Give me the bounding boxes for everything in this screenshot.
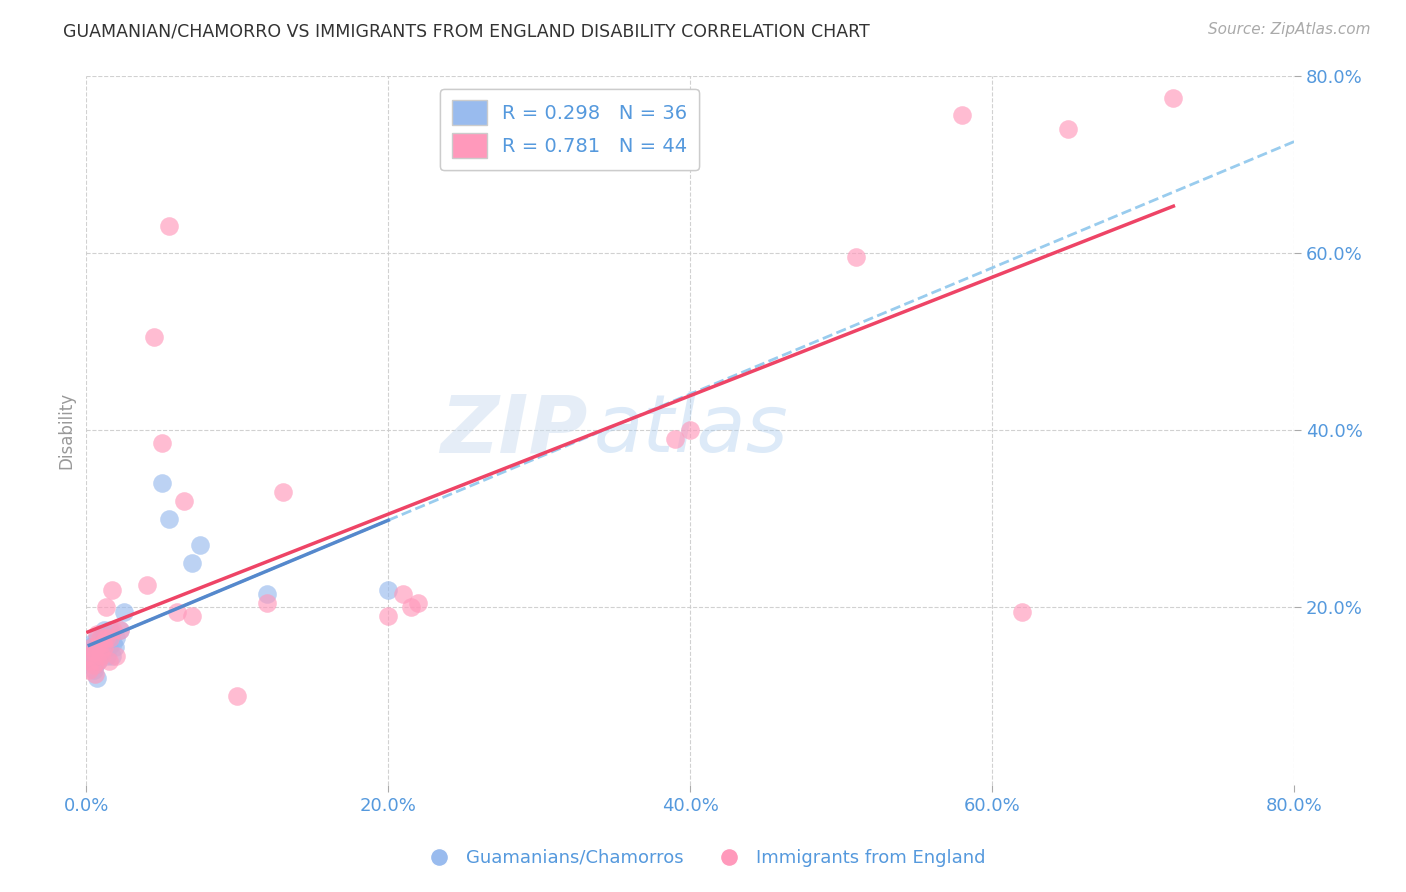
Point [86,672,108,686]
Text: Source: ZipAtlas.com: Source: ZipAtlas.com [1208,22,1371,37]
Point [157,512,180,526]
Point [377,609,399,624]
Legend: Guamanians/Chamorros, Immigrants from England: Guamanians/Chamorros, Immigrants from En… [413,842,993,874]
Point [181,609,204,624]
Point [135,578,157,592]
Point [108,623,131,637]
Point [84,667,107,681]
Point [112,605,135,619]
Point [83,645,105,659]
Point [103,623,125,637]
Point [101,649,124,664]
Point [157,219,180,234]
Point [94,640,117,655]
Point [91,645,114,659]
Point [93,623,115,637]
Point [166,605,188,619]
Point [1056,121,1078,136]
Point [82,649,104,664]
Point [83,658,105,673]
Point [845,250,868,264]
Point [79,640,101,655]
Point [392,587,415,601]
Y-axis label: Disability: Disability [58,392,75,468]
Point [86,640,108,655]
Point [101,582,124,597]
Point [86,627,108,641]
Point [86,632,108,646]
Point [100,632,122,646]
Point [82,640,104,655]
Point [91,636,114,650]
Text: GUAMANIAN/CHAMORRO VS IMMIGRANTS FROM ENGLAND DISABILITY CORRELATION CHART: GUAMANIAN/CHAMORRO VS IMMIGRANTS FROM EN… [63,22,870,40]
Point [94,632,117,646]
Point [143,330,166,344]
Point [377,582,399,597]
Point [87,654,110,668]
Point [93,636,115,650]
Point [226,689,249,703]
Point [104,640,127,655]
Point [256,587,278,601]
Point [399,600,422,615]
Point [188,538,211,552]
Point [108,623,131,637]
Point [271,485,294,500]
Point [83,645,105,659]
Legend: R = 0.298   N = 36, R = 0.781   N = 44: R = 0.298 N = 36, R = 0.781 N = 44 [440,89,699,169]
Point [87,654,110,668]
Point [89,632,111,646]
Point [89,645,111,659]
Point [90,649,112,664]
Point [150,476,173,491]
Point [80,654,103,668]
Point [1163,91,1185,105]
Point [96,649,118,664]
Point [94,600,117,615]
Point [84,640,107,655]
Point [256,596,278,610]
Point [84,658,107,673]
Text: atlas: atlas [593,391,789,469]
Point [664,432,686,446]
Point [950,108,973,122]
Point [408,596,430,610]
Text: ZIP: ZIP [440,391,588,469]
Point [100,623,122,637]
Point [97,640,120,655]
Point [87,640,110,655]
Point [80,654,103,668]
Point [103,636,125,650]
Point [91,627,114,641]
Point [82,636,104,650]
Point [97,654,120,668]
Point [76,649,98,664]
Point [105,632,128,646]
Point [90,632,112,646]
Point [173,494,195,508]
Point [90,640,112,655]
Point [97,632,120,646]
Point [181,556,204,570]
Point [83,663,105,677]
Point [79,663,101,677]
Point [105,649,128,664]
Point [93,640,115,655]
Point [150,436,173,450]
Point [1011,605,1033,619]
Point [679,423,702,437]
Point [89,647,111,661]
